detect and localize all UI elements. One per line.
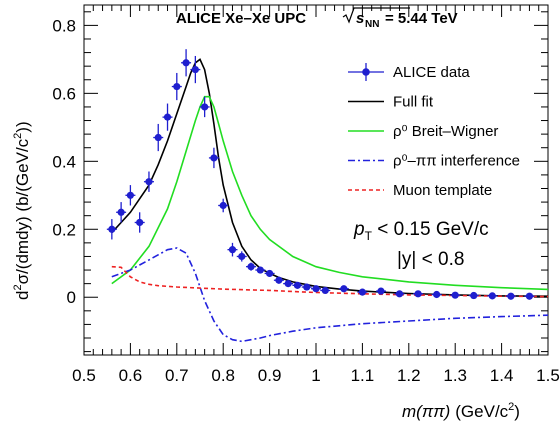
title-energy-value: = 5.44 TeV (385, 10, 458, 27)
data-point (191, 65, 199, 74)
data-point (145, 178, 153, 186)
x-tick-label: 1 (311, 366, 320, 385)
data-point (395, 290, 404, 298)
series-line (111, 265, 549, 298)
data-point (433, 290, 441, 299)
data-point (303, 283, 311, 291)
data-point (163, 113, 172, 121)
data-point (284, 280, 292, 288)
data-point (275, 276, 283, 284)
x-tick-label: 0.6 (119, 366, 143, 385)
series-line (111, 95, 549, 291)
data-point (525, 292, 534, 300)
y-tick-label: 0.6 (52, 84, 76, 103)
data-point (126, 191, 134, 199)
legend-label: ALICE data (393, 64, 470, 81)
legend-item: Muon template (348, 182, 492, 199)
data-point (173, 82, 181, 91)
data-point (228, 246, 237, 254)
legend-label: Muon template (393, 182, 492, 199)
legend-label: ρ⁰–ππ interference (393, 153, 520, 170)
legend: ALICE data Full fit ρ⁰ Breit–Wigner ρ⁰–ππ i… (348, 63, 520, 199)
data-point (117, 208, 125, 216)
data-point (377, 287, 385, 295)
data-point (238, 252, 246, 261)
annotation-line-2: |y| < 0.8 (397, 249, 464, 270)
chart-title: ALICE Xe–Xe UPC (176, 10, 306, 27)
x-tick-label: 0.8 (211, 366, 235, 385)
legend-item: ALICE data (348, 63, 470, 81)
x-tick-label: 1.3 (443, 366, 467, 385)
x-tick-label: 0.7 (165, 366, 189, 385)
data-point (154, 133, 162, 142)
legend-label: Full fit (393, 94, 434, 111)
x-axis-title: m(ππ) (GeV/c2) (402, 401, 520, 421)
plot-area: 0.5 0.6 0.7 0.8 0.9 1 1.1 1.2 1.3 1.4 1.5 0 0.2 0.4 0.… (52, 4, 560, 385)
x-tick-label: 0.5 (72, 366, 96, 385)
data-point (108, 225, 116, 233)
data-point (312, 285, 320, 293)
legend-swatch-marker (362, 68, 370, 76)
legend-item: Full fit (348, 94, 434, 111)
series-line (111, 247, 549, 343)
legend-item: ρ⁰ Breit–Wigner (348, 123, 498, 140)
title-energy-subscript: NN (365, 19, 379, 30)
x-tick-label: 0.9 (258, 366, 282, 385)
data-point (201, 103, 209, 111)
y-tick-label: 0.8 (52, 16, 76, 35)
data-point (256, 266, 264, 274)
y-tick-label: 0 (67, 288, 76, 307)
data-point (182, 59, 190, 67)
data-point (210, 154, 218, 162)
data-point (293, 281, 302, 289)
data-point (507, 292, 515, 300)
annotation: pT < 0.15 GeV/c |y| < 0.8 (353, 219, 489, 270)
data-point (266, 269, 274, 278)
data-point (219, 201, 227, 210)
x-tick-label: 1.4 (490, 366, 514, 385)
y-axis-title: d2σ/(dmdy) (b/(GeV/c2)) (12, 121, 32, 300)
data-point (247, 263, 255, 271)
legend-label: ρ⁰ Breit–Wigner (393, 123, 498, 140)
data-point (451, 291, 459, 299)
x-tick-label: 1.1 (351, 366, 375, 385)
title-energy-symbol: s (356, 10, 364, 27)
data-point (488, 292, 496, 300)
y-tick-label: 0.2 (52, 220, 76, 239)
x-tick-label: 1.5 (536, 366, 560, 385)
data-point (470, 291, 478, 300)
data-point (358, 288, 366, 296)
x-tick-label: 1.2 (397, 366, 421, 385)
data-point (340, 285, 348, 293)
data-point (321, 286, 329, 295)
legend-item: ρ⁰–ππ interference (348, 153, 520, 170)
data-point (136, 218, 144, 227)
chart-title-energy: s NN = 5.44 TeV (342, 7, 458, 30)
annotation-line-1: pT < 0.15 GeV/c (353, 219, 489, 243)
y-tick-label: 0.4 (52, 152, 76, 171)
plot-frame (83, 4, 549, 356)
data-point (414, 290, 422, 298)
